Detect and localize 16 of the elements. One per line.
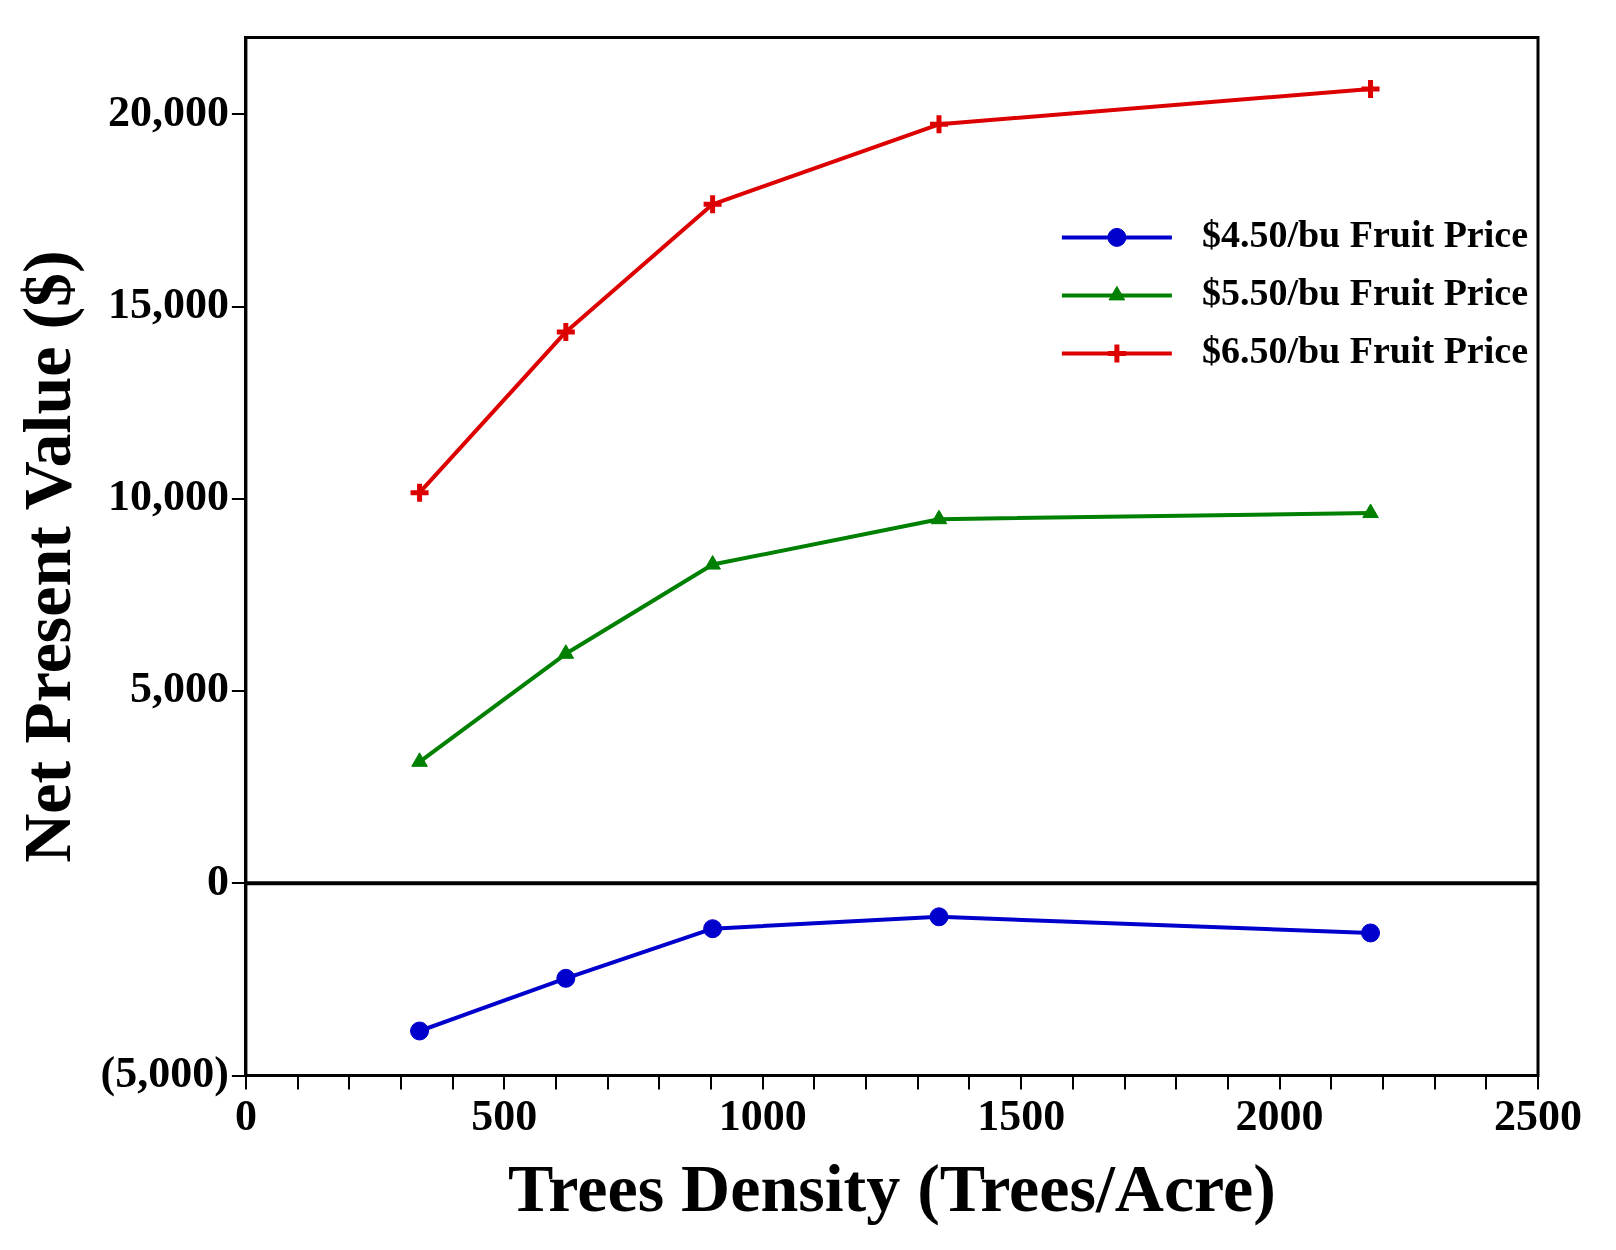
legend-label: $6.50/bu Fruit Price: [1201, 329, 1529, 372]
y-tick-label: 20,000: [107, 86, 229, 136]
x-tick-label: 1500: [977, 1091, 1066, 1141]
x-axis-title: Trees Density (Trees/Acre): [508, 1149, 1276, 1226]
y-tick-label: 10,000: [107, 471, 229, 521]
y-axis-title: Net Present Value ($): [9, 250, 86, 863]
y-tick-label: (5,000): [100, 1047, 229, 1097]
x-tick-label: 500: [471, 1091, 538, 1141]
y-tick-label: 5,000: [129, 663, 229, 713]
legend-label: $5.50/bu Fruit Price: [1201, 271, 1529, 314]
y-tick-label: 15,000: [107, 278, 229, 328]
x-tick-label: 1000: [718, 1091, 807, 1141]
legend-label: $4.50/bu Fruit Price: [1201, 213, 1529, 256]
x-tick-label: 2000: [1235, 1091, 1324, 1141]
y-tick-label: 0: [206, 855, 229, 905]
x-tick-label: 2500: [1494, 1091, 1582, 1141]
